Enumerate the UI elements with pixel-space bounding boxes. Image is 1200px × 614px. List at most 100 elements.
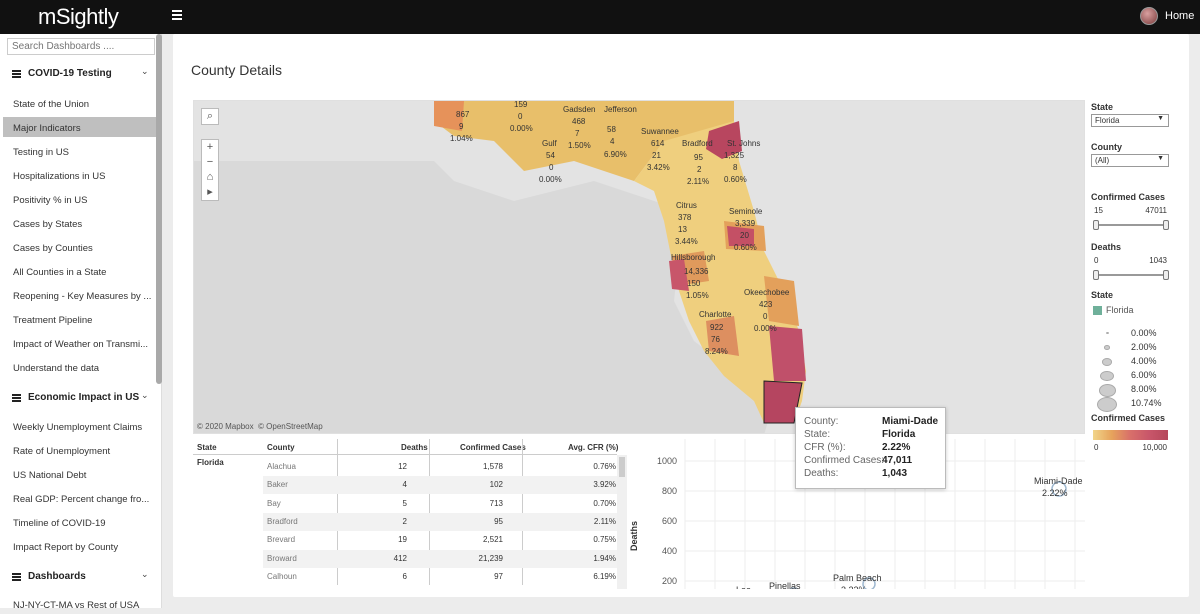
sidebar-item[interactable]: Hospitalizations in US <box>13 171 106 182</box>
map-label: 20 <box>740 231 749 240</box>
map-label: 7 <box>575 129 580 138</box>
table-scrollbar[interactable] <box>617 455 627 589</box>
state-dropdown[interactable]: Florida ▼ <box>1091 114 1169 127</box>
sidebar-item[interactable]: Weekly Unemployment Claims <box>13 422 143 433</box>
confirmed-filter-label: Confirmed Cases <box>1091 192 1166 202</box>
col-header-cases[interactable]: Confirmed Cases <box>460 443 526 452</box>
confirmed-slider[interactable] <box>1093 220 1169 230</box>
sidebar-item[interactable]: Timeline of COVID-19 <box>13 518 106 529</box>
sidebar-item[interactable]: Testing in US <box>13 147 69 158</box>
home-icon[interactable]: ⌂ <box>206 171 214 183</box>
sidebar-item[interactable]: All Counties in a State <box>13 267 107 278</box>
osm-credit[interactable]: © OpenStreetMap <box>258 422 323 431</box>
zoom-in-icon[interactable]: + <box>206 141 214 153</box>
slider-handle-max[interactable] <box>1163 270 1169 280</box>
search-input[interactable] <box>7 38 155 55</box>
sidebar-item[interactable]: Cases by Counties <box>13 243 93 254</box>
map-label: 159 <box>514 100 528 109</box>
table-row[interactable]: Bay 5 713 0.70% <box>263 495 617 513</box>
table-row[interactable]: Baker 4 102 3.92% <box>263 476 617 495</box>
sidebar-item[interactable]: Positivity % in US <box>13 195 88 206</box>
deaths-slider[interactable] <box>1093 270 1169 280</box>
sidebar-item[interactable]: NJ-NY-CT-MA vs Rest of USA <box>13 600 140 611</box>
sidebar-item[interactable]: Reopening - Key Measures by ... <box>13 291 152 302</box>
zoom-controls[interactable]: + − ⌂ ▸ <box>201 139 219 201</box>
zoom-out-icon[interactable]: − <box>206 156 214 168</box>
map-label: Gulf <box>542 139 557 148</box>
county-map[interactable]: 867 9 1.04% 159 0 0.00% Gadsden 468 7 1.50% Jeffer… <box>193 100 1085 434</box>
scatter-yticks: 1000 800 600 400 200 <box>657 456 677 586</box>
mapbox-credit[interactable]: © 2020 Mapbox <box>197 422 254 431</box>
sidebar-item[interactable]: State of the Union <box>13 99 90 110</box>
map-label: Jefferson <box>604 105 637 114</box>
table-cell-cases: 21,239 <box>478 553 503 563</box>
table-cell-county: Alachua <box>267 462 296 471</box>
slider-handle-min[interactable] <box>1093 220 1099 230</box>
map-tooltip: County: Miami-Dade State: Florida CFR (%… <box>795 407 946 489</box>
map-label: Charlotte <box>699 310 732 319</box>
table-row[interactable]: Calhoun 6 97 6.19% <box>263 568 617 586</box>
map-controls[interactable]: ⌕ <box>201 108 219 125</box>
sidebar-item[interactable]: Major Indicators <box>3 117 161 137</box>
sidebar-item[interactable]: Impact Report by County <box>13 542 119 553</box>
col-header-cfr[interactable]: Avg. CFR (%) <box>568 443 619 452</box>
scroll-thumb[interactable] <box>619 457 625 477</box>
table-cell-cases: 2,521 <box>482 535 503 545</box>
legend-label: 6.00% <box>1131 370 1157 380</box>
map-label: 3,339 <box>735 219 756 228</box>
section-covid-testing[interactable]: COVID-19 Testing ⌄ <box>0 62 156 86</box>
map-label: 58 <box>607 125 616 134</box>
sidebar-item[interactable]: Rate of Unemployment <box>13 446 111 457</box>
sidebar-scrollbar[interactable] <box>156 34 162 384</box>
map-label: 0 <box>763 312 768 321</box>
table-cell-deaths: 412 <box>393 553 407 563</box>
y-tick-label: 1000 <box>657 456 677 466</box>
col-header-deaths[interactable]: Deaths <box>401 443 428 452</box>
table-row[interactable]: Alachua 12 1,578 0.76% <box>263 458 617 476</box>
app-logo[interactable]: mSightly <box>38 4 119 29</box>
sidebar-item[interactable]: Real GDP: Percent change fro... <box>13 494 150 505</box>
sidebar-item[interactable]: Treatment Pipeline <box>13 315 93 326</box>
col-header-county[interactable]: County <box>267 443 295 452</box>
table-row[interactable]: Bradford 2 95 2.11% <box>263 512 617 531</box>
county-region <box>763 380 803 424</box>
table-cell-county: Broward <box>267 553 297 563</box>
menu-toggle-icon[interactable] <box>172 10 182 22</box>
point-label: Palm Beach <box>833 573 882 583</box>
map-label: Suwannee <box>641 127 679 136</box>
slider-handle-max[interactable] <box>1163 220 1169 230</box>
map-label: Hillsborough <box>671 253 716 262</box>
search-icon[interactable]: ⌕ <box>206 110 214 122</box>
table-row[interactable]: Broward 412 21,239 1.94% <box>263 549 617 568</box>
sidebar-item[interactable]: US National Debt <box>13 470 87 481</box>
legend-label: 2.00% <box>1131 342 1157 352</box>
table-row[interactable]: Brevard 19 2,521 0.75% <box>263 531 617 549</box>
sidebar-item[interactable]: Cases by States <box>13 219 83 230</box>
legend-circle <box>1103 345 1111 350</box>
chevron-down-icon[interactable]: ⌄ <box>141 569 149 579</box>
county-dropdown[interactable]: (All) ▼ <box>1091 154 1169 167</box>
table-cell-cfr: 0.70% <box>593 498 616 508</box>
legend-circle <box>1096 396 1118 413</box>
divider <box>429 439 430 585</box>
chevron-down-icon[interactable]: ⌄ <box>141 390 149 400</box>
sidebar-item[interactable]: Understand the data <box>13 363 100 374</box>
play-icon[interactable]: ▸ <box>207 186 213 198</box>
sidebar-item[interactable]: Impact of Weather on Transmi... <box>13 339 148 350</box>
section-economic-impact[interactable]: Economic Impact in US ⌄ <box>0 386 156 410</box>
chevron-down-icon[interactable]: ⌄ <box>141 66 149 76</box>
map-label: 1.50% <box>568 141 591 150</box>
home-link[interactable]: Home <box>1165 10 1195 22</box>
map-label: 0 <box>518 112 523 121</box>
map-label: Citrus <box>676 201 697 210</box>
section-dashboards[interactable]: Dashboards ⌄ <box>0 565 156 589</box>
map-label: 14,336 <box>684 267 709 276</box>
divider <box>337 439 338 585</box>
avatar[interactable] <box>1140 7 1158 25</box>
slider-handle-min[interactable] <box>1093 270 1099 280</box>
table-cell-deaths: 5 <box>402 498 407 508</box>
page-title: County Details <box>191 62 283 78</box>
col-header-state[interactable]: State <box>197 443 217 452</box>
legend-label: 10.74% <box>1131 398 1162 408</box>
range-max: 47011 <box>1145 206 1167 215</box>
